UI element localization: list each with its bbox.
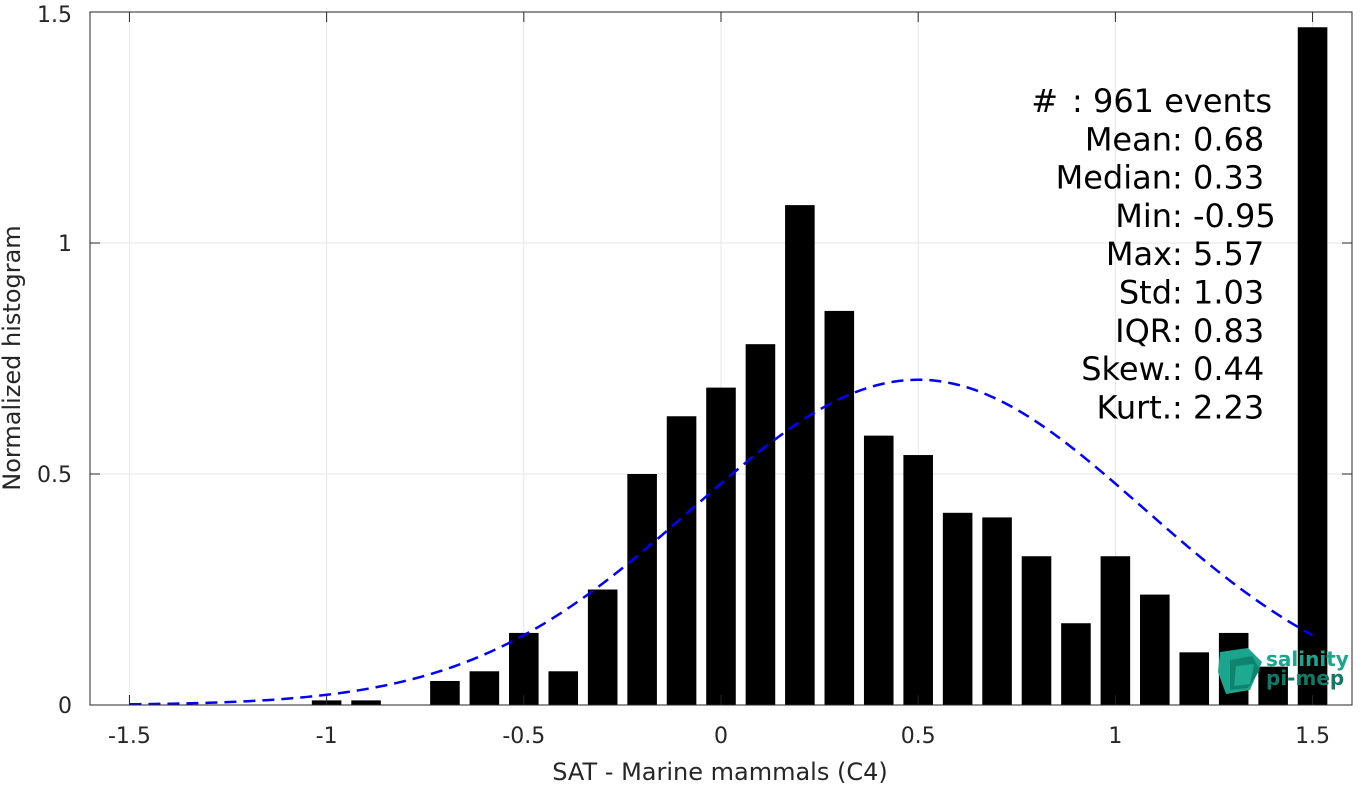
histogram-bar xyxy=(863,435,894,705)
stat-value: : -0.95 xyxy=(1172,197,1276,235)
x-tick-label: -1.5 xyxy=(108,724,151,749)
histogram-bar xyxy=(1258,666,1288,705)
histogram-bar xyxy=(1179,652,1210,705)
y-tick-label: 0.5 xyxy=(37,463,72,488)
stat-label: Kurt. xyxy=(1096,388,1172,426)
histogram-bar xyxy=(745,344,776,705)
logo-line2: pi-mep xyxy=(1266,666,1344,690)
x-axis-ticks: -1.5 -1 -0.5 0 0.5 1 1.5 xyxy=(108,12,1330,749)
x-tick-label: 1.5 xyxy=(1295,724,1330,749)
x-tick-label: -1 xyxy=(316,724,338,749)
y-tick-label: 0 xyxy=(58,694,72,719)
histogram-bar xyxy=(469,671,500,705)
histogram-bar xyxy=(587,589,618,705)
stat-value: : 1.03 xyxy=(1172,274,1264,312)
y-tick-label: 1.5 xyxy=(37,3,72,28)
stat-label: Min xyxy=(1115,197,1172,235)
histogram-bar xyxy=(548,671,579,705)
x-axis-label: SAT - Marine mammals (C4) xyxy=(552,758,887,785)
histogram-bar xyxy=(982,517,1012,705)
stat-value: : 2.23 xyxy=(1172,388,1264,426)
stat-label: Skew. xyxy=(1081,350,1172,388)
stat-value: : 0.33 xyxy=(1172,159,1264,197)
histogram-bar xyxy=(785,205,815,705)
histogram-bar xyxy=(1061,623,1091,705)
histogram-bar xyxy=(903,455,933,705)
y-axis-label: Normalized histogram xyxy=(0,225,26,490)
histogram-bar xyxy=(666,416,697,705)
stat-value: : 0.83 xyxy=(1172,312,1264,350)
stat-value: : 0.68 xyxy=(1172,120,1264,158)
histogram-bar xyxy=(1100,556,1131,705)
stat-label: Max xyxy=(1106,235,1172,273)
histogram-bar xyxy=(351,700,381,705)
salinity-pimep-logo: salinity pi-mep xyxy=(1218,647,1349,694)
stat-label: Std xyxy=(1119,274,1172,312)
stat-value: : 961 events xyxy=(1072,82,1272,120)
histogram-bars xyxy=(311,27,1328,706)
stat-label: # xyxy=(1031,82,1058,120)
histogram-bar xyxy=(430,680,460,705)
stat-value: : 0.44 xyxy=(1172,350,1264,388)
x-tick-label: -0.5 xyxy=(502,724,545,749)
normal-fit-curve xyxy=(129,378,1314,706)
histogram-bar xyxy=(942,512,973,705)
x-tick-label: 1 xyxy=(1108,724,1122,749)
histogram-bar xyxy=(1297,27,1328,706)
histogram-bar xyxy=(509,632,539,705)
histogram-bar xyxy=(627,474,657,705)
y-tick-label: 1 xyxy=(58,232,72,257)
logo-line1: salinity xyxy=(1266,647,1349,671)
x-tick-label: 0 xyxy=(714,724,728,749)
stat-label: Mean xyxy=(1085,120,1172,158)
histogram-bar xyxy=(1140,594,1170,705)
histogram-bar xyxy=(824,310,855,705)
stat-label: IQR xyxy=(1115,312,1172,350)
stat-label: Median xyxy=(1056,159,1172,197)
salinity-pimep-logo-icon xyxy=(1218,648,1262,694)
stat-value: : 5.57 xyxy=(1172,235,1264,273)
histogram-bar xyxy=(706,387,736,705)
y-axis-ticks: 0 0.5 1 1.5 xyxy=(37,3,1352,719)
x-tick-label: 0.5 xyxy=(901,724,936,749)
histogram-bar xyxy=(1021,556,1052,705)
